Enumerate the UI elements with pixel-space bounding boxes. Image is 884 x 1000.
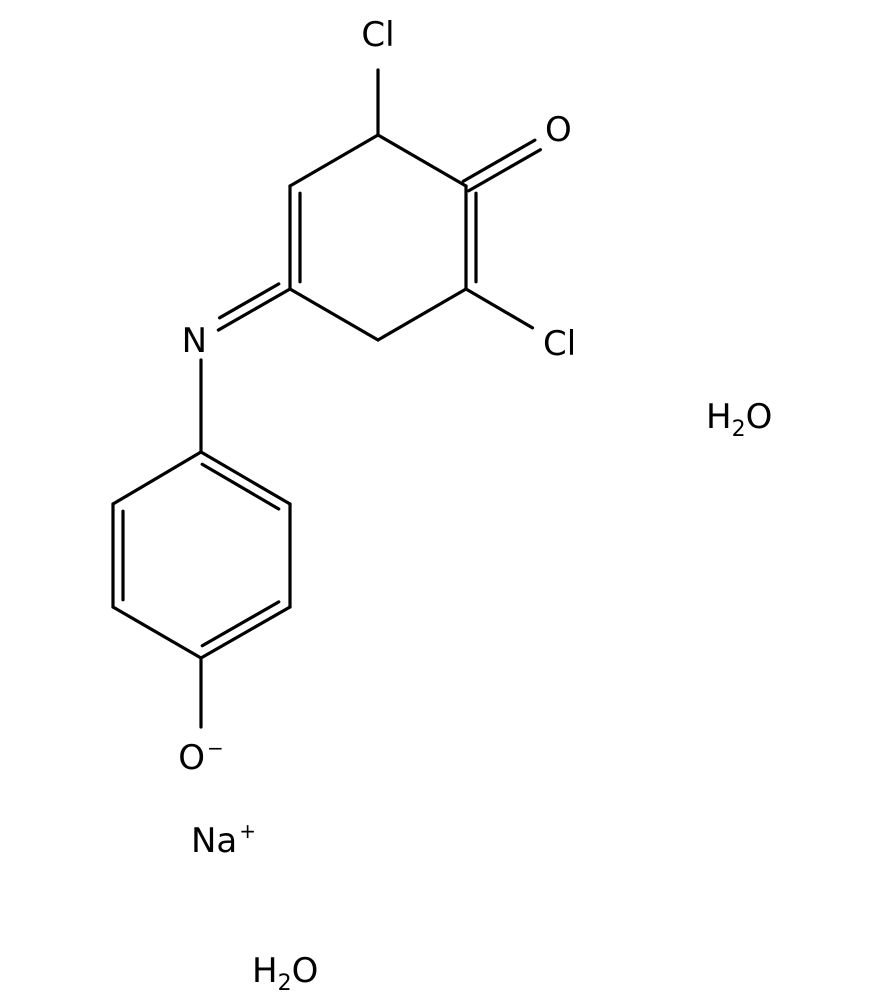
atom-label-o1: O (545, 110, 572, 150)
atom-labels: Cl Cl O N O− Na+ H2O H2O (178, 15, 772, 996)
free-label-na: Na+ (191, 819, 256, 861)
atom-label-cl1: Cl (543, 324, 576, 364)
bonds (113, 70, 540, 727)
free-label-h2o_bottom: H2O (252, 951, 318, 996)
free-label-h2o_right: H2O (706, 397, 772, 442)
atom-label-o2: O− (178, 736, 224, 778)
atom-label-cl2: Cl (361, 15, 394, 55)
atom-label-n: N (182, 321, 207, 361)
molecule-diagram: Cl Cl O N O− Na+ H2O H2O (0, 0, 884, 1000)
